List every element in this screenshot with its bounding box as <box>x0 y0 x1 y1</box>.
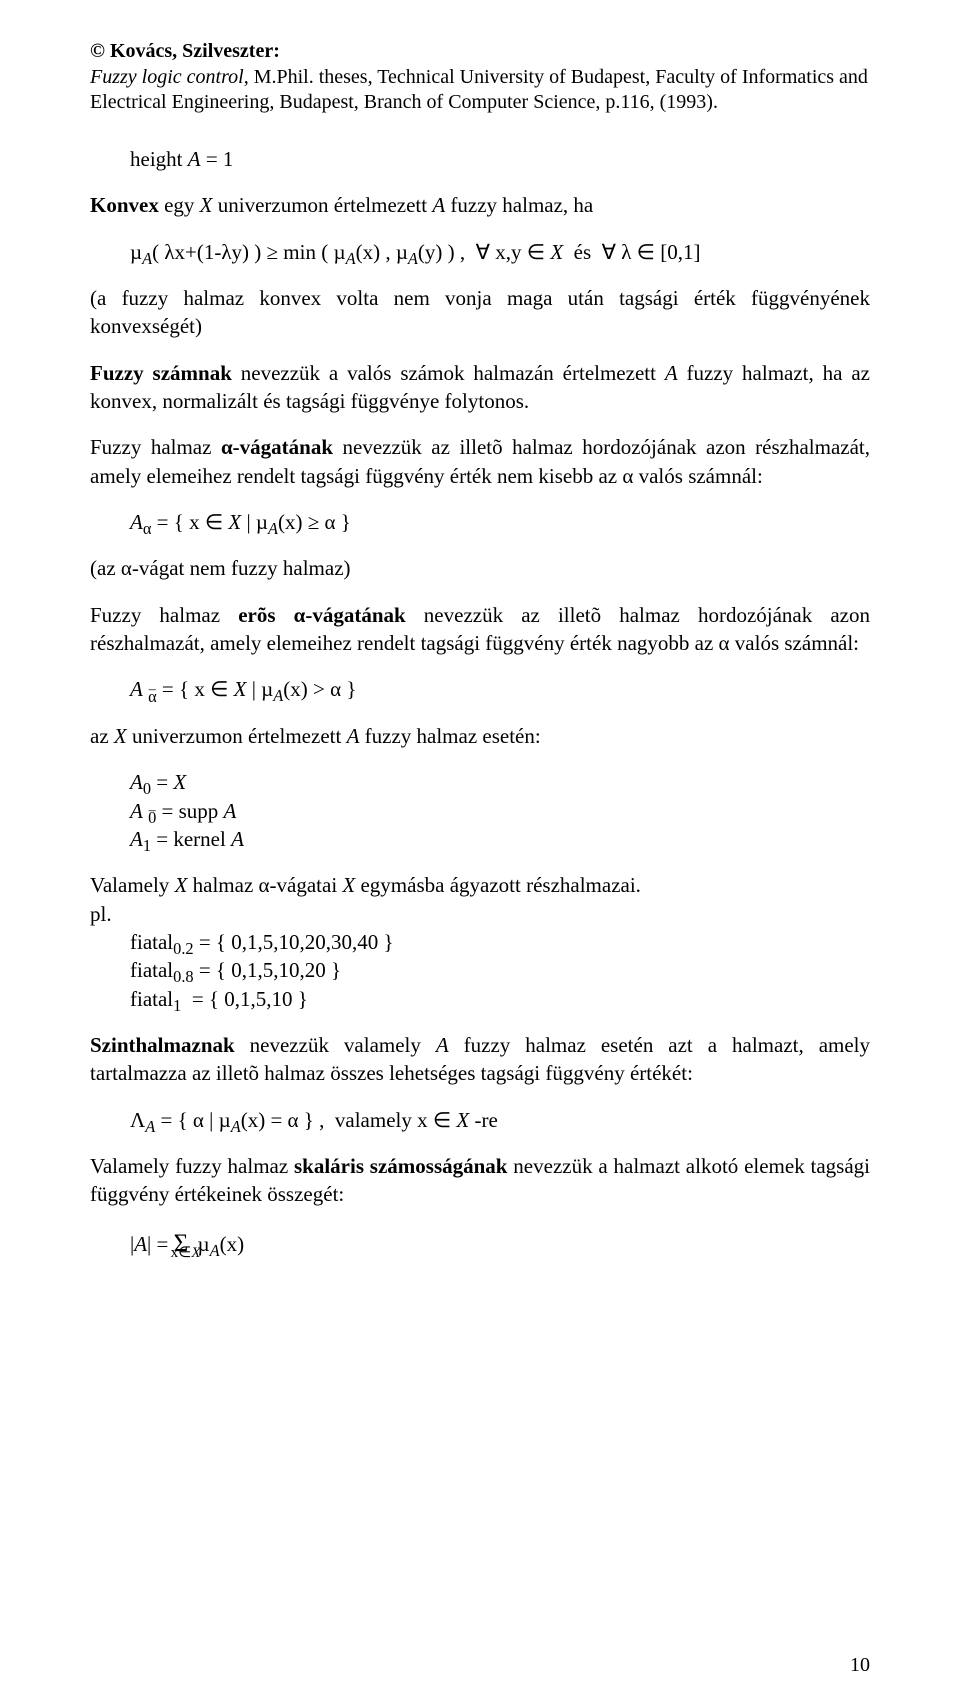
fiatal-08: fiatal0.8 = { 0,1,5,10,20 } <box>130 956 870 984</box>
eq-konvex: µA( λx+(1-λy) ) ≥ min ( µA(x) , µA(y) ) … <box>130 238 870 266</box>
alphavagat: Fuzzy halmaz α-vágatának nevezzük az ill… <box>90 433 870 490</box>
eq-a0bar: A 0 = supp A <box>130 797 870 825</box>
fiatal-02: fiatal0.2 = { 0,1,5,10,20,30,40 } <box>130 928 870 956</box>
alphavagat-note: (az α-vágat nem fuzzy halmaz) <box>90 554 870 582</box>
page-number: 10 <box>850 1654 870 1677</box>
thesis-title: Fuzzy logic control <box>90 66 244 88</box>
eq-a1: A1 = kernel A <box>130 825 870 853</box>
eq-card: |A| = Σx∈X µA(x) <box>130 1227 870 1261</box>
body: height A = 1 Konvex egy X univerzumon ér… <box>90 145 870 1261</box>
header-line-3: Electrical Engineering, Budapest, Branch… <box>90 90 870 115</box>
eq-lambda: ΛA = { α | µA(x) = α } , valamely x ∈ X … <box>130 1106 870 1134</box>
nested-line: Valamely X halmaz α-vágatai X egymásba á… <box>90 871 870 899</box>
header-line-1: © Kovács, Szilveszter: <box>90 40 870 63</box>
erosalphavagat-term: erõs α-vágatának <box>238 603 406 627</box>
konvex-term: Konvex <box>90 193 159 217</box>
szinthalmaz: Szinthalmaznak nevezzük valamely A fuzzy… <box>90 1031 870 1088</box>
pl: pl. <box>90 900 870 928</box>
fuzzyszam: Fuzzy számnak nevezzük a valós számok ha… <box>90 359 870 416</box>
sigma-icon: Σx∈X <box>174 1227 189 1261</box>
erosalphavagat: Fuzzy halmaz erõs α-vágatának nevezzük a… <box>90 601 870 658</box>
konvex-intro: Konvex egy X univerzumon értelmezett A f… <box>90 191 870 219</box>
konvex-note: (a fuzzy halmaz konvex volta nem vonja m… <box>90 284 870 341</box>
eq-height: height A = 1 <box>130 145 870 173</box>
alphavagat-term: α-vágatának <box>221 435 333 459</box>
eq-alphavagat: Aα = { x ∈ X | µA(x) ≥ α } <box>130 508 870 536</box>
fuzzyszam-term: Fuzzy számnak <box>90 361 232 385</box>
eq-a0: A0 = X <box>130 768 870 796</box>
header: © Kovács, Szilveszter: Fuzzy logic contr… <box>90 40 870 115</box>
page: © Kovács, Szilveszter: Fuzzy logic contr… <box>0 0 960 1705</box>
skalaris-term: skaláris számosságának <box>294 1154 508 1178</box>
header-line-2: Fuzzy logic control, M.Phil. theses, Tec… <box>90 65 870 90</box>
skalaris: Valamely fuzzy halmaz skaláris számosság… <box>90 1152 870 1209</box>
sigma-limits: x∈X <box>171 1243 201 1263</box>
univ-line: az X univerzumon értelmezett A fuzzy hal… <box>90 722 870 750</box>
szinthalmaz-term: Szinthalmaznak <box>90 1033 235 1057</box>
fiatal-1: fiatal1 = { 0,1,5,10 } <box>130 985 870 1013</box>
header-line-2-rest: , M.Phil. theses, Technical University o… <box>244 66 868 88</box>
eq-erosalphavagat: A α = { x ∈ X | µA(x) > α } <box>130 675 870 703</box>
